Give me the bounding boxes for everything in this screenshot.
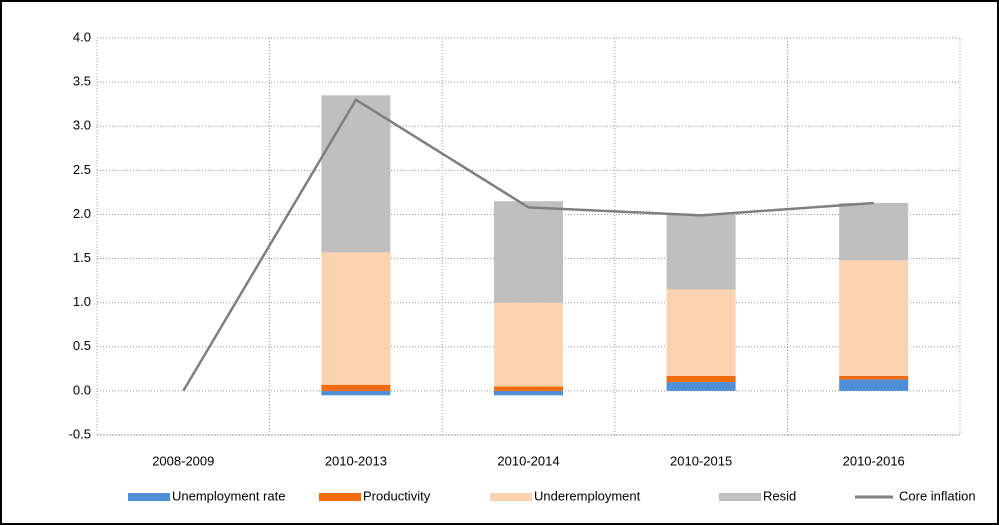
bar-segment xyxy=(321,252,391,385)
bar-segment xyxy=(839,375,909,380)
y-tick-label: 4.0 xyxy=(73,29,91,44)
line-series xyxy=(182,98,874,392)
legend-label: Resid xyxy=(763,488,796,503)
bar-segment xyxy=(321,95,391,253)
y-tick-label: 3.0 xyxy=(73,118,91,133)
legend-label: Productivity xyxy=(363,488,431,503)
legend-label: Core inflation xyxy=(899,488,976,503)
bar-segment xyxy=(666,382,736,391)
bar-segment xyxy=(839,260,909,376)
y-tick-label: 1.0 xyxy=(73,294,91,309)
y-tick-label: 0.5 xyxy=(73,338,91,353)
legend-swatch xyxy=(490,493,532,501)
bar-segment xyxy=(839,379,909,391)
bar-segment xyxy=(666,214,736,290)
legend-label: Underemployment xyxy=(534,488,641,503)
y-tick-label: 0.0 xyxy=(73,382,91,397)
legend-label: Unemployment rate xyxy=(172,488,285,503)
bar-segment xyxy=(321,384,391,391)
x-tick-label: 2010-2016 xyxy=(843,453,905,468)
y-tick-label: 1.5 xyxy=(73,250,91,265)
x-tick-label: 2010-2014 xyxy=(497,453,559,468)
bar-segment xyxy=(839,202,909,261)
bar-segment xyxy=(666,375,736,383)
y-tick-label: 3.5 xyxy=(73,74,91,89)
bar-segment xyxy=(493,390,564,396)
legend-swatch xyxy=(719,493,761,501)
y-tick-label: -0.5 xyxy=(69,426,91,441)
legend-swatch xyxy=(319,493,361,501)
bar-segment xyxy=(321,390,391,396)
y-tick-label: 2.5 xyxy=(73,162,91,177)
x-tick-label: 2008-2009 xyxy=(152,453,214,468)
y-tick-label: 2.0 xyxy=(73,206,91,221)
x-tick-label: 2010-2013 xyxy=(325,453,387,468)
bar-segment xyxy=(666,289,736,376)
bar-segment xyxy=(493,201,564,303)
x-tick-label: 2010-2015 xyxy=(670,453,732,468)
legend-swatch xyxy=(128,493,170,501)
bar-segment xyxy=(493,386,564,391)
bar-segment xyxy=(493,302,564,387)
